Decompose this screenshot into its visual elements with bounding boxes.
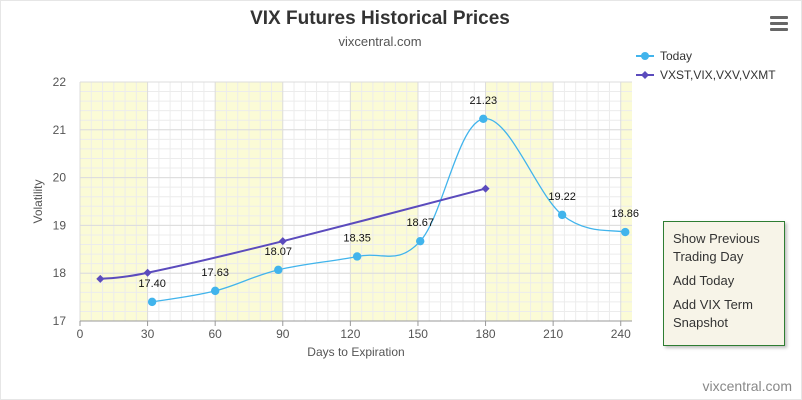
y-tick-label: 19 [53,218,67,232]
series-line [151,118,626,303]
x-tick-label: 150 [408,327,428,341]
data-point [143,268,152,277]
hamburger-menu-icon[interactable] [770,16,788,34]
data-point [621,227,630,237]
x-tick-label: 30 [141,327,155,341]
menu-item-show-previous-trading-day[interactable]: Show Previous Trading Day [673,231,760,264]
context-menu: Show Previous Trading Day Add Today Add V… [663,221,785,346]
y-tick-label: 18 [53,266,67,280]
series-line [100,187,486,280]
chart-subtitle: vixcentral.com [338,34,422,49]
data-label: 17.40 [138,278,166,290]
data-point [274,265,283,275]
data-label: 18.86 [611,208,639,220]
x-tick-label: 60 [209,327,223,341]
highlight-band [620,82,632,321]
data-point [96,274,105,283]
x-tick-label: 0 [77,327,84,341]
menu-item-add-today[interactable]: Add Today [673,273,735,288]
x-tick-label: 240 [611,327,631,341]
legend-marker [641,71,649,79]
menu-item-add-vix-term-snapshot[interactable]: Add VIX Term Snapshot [673,297,753,330]
legend-label: VXST,VIX,VXV,VXMT [660,68,776,82]
data-point [352,252,362,261]
data-point [479,114,488,124]
data-point [278,237,287,246]
data-label: 18.07 [265,246,293,258]
y-tick-label: 22 [53,75,67,89]
x-tick-label: 180 [476,327,496,341]
x-tick-label: 90 [276,327,290,341]
x-axis-title: Days to Expiration [307,345,404,359]
data-point [147,297,157,307]
data-point [481,184,490,193]
legend-label: Today [660,49,692,63]
y-axis-title: Volatility [31,179,45,223]
legend-marker [641,52,649,60]
y-tick-label: 21 [53,123,67,137]
data-label: 18.35 [343,232,371,244]
data-label: 17.63 [201,267,229,279]
chart-credit[interactable]: vixcentral.com [702,378,792,394]
chart-title: VIX Futures Historical Prices [250,8,510,29]
y-tick-label: 17 [53,314,67,328]
data-point [210,286,220,296]
data-label: 18.67 [406,217,434,229]
x-tick-label: 120 [340,327,360,341]
data-label: 21.23 [470,95,498,107]
x-tick-label: 210 [543,327,563,341]
y-tick-label: 20 [53,171,67,185]
data-point [557,210,567,220]
data-label: 19.22 [548,191,576,203]
data-point [416,236,425,246]
